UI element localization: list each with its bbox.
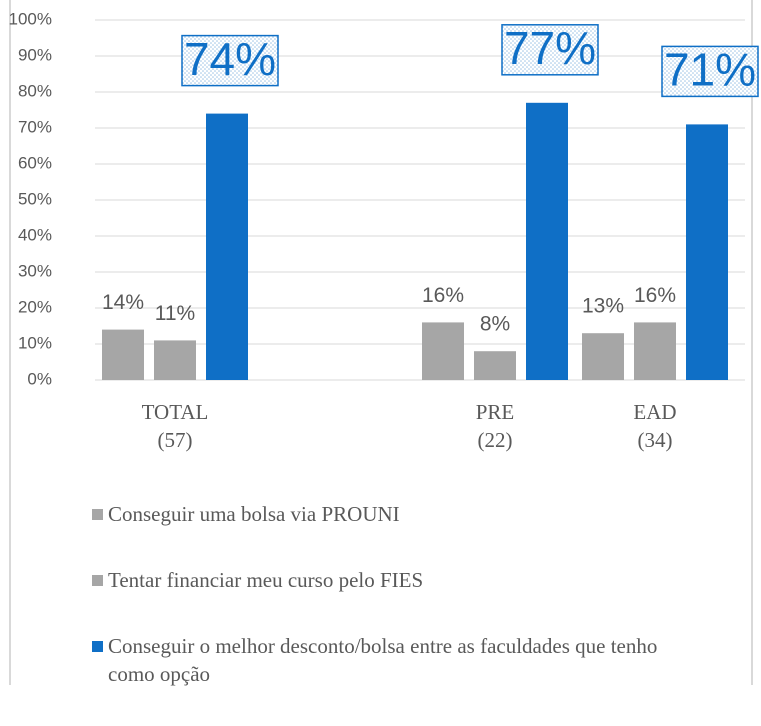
bar: [102, 329, 144, 380]
x-tick-label: PRE (22): [475, 400, 515, 452]
value-label: 14%: [102, 291, 144, 314]
bar: [206, 113, 248, 380]
y-tick-label: 40%: [18, 225, 52, 244]
legend-item: Conseguir o melhor desconto/bolsa entre …: [92, 632, 692, 688]
legend-label: Tentar financiar meu curso pelo FIES: [108, 568, 424, 592]
label-box: [181, 34, 279, 87]
value-label: 13%: [582, 295, 624, 318]
y-tick-label: 80%: [18, 81, 52, 100]
bar: [634, 322, 676, 380]
legend-swatch: [92, 575, 103, 586]
label-box: [661, 45, 759, 98]
legend-label: Conseguir o melhor desconto/bolsa entre …: [108, 634, 658, 686]
y-tick-label: 0%: [27, 369, 52, 388]
y-tick-label: 60%: [18, 153, 52, 172]
x-tick-label: TOTAL (57): [141, 400, 209, 452]
legend: Conseguir uma bolsa via PROUNI Tentar fin…: [92, 500, 692, 726]
y-tick-label: 50%: [18, 189, 52, 208]
chart: 0% 10% 20% 30% 40% 50% 60% 70% 80% 90% 100% 14% 11% 7…: [9, 0, 759, 685]
value-label-box: 77%: [501, 22, 599, 76]
x-tick-label: EAD (34): [633, 400, 677, 452]
legend-item: Tentar financiar meu curso pelo FIES: [92, 566, 692, 594]
bar: [422, 322, 464, 380]
y-tick-label: 10%: [18, 333, 52, 352]
bar: [474, 351, 516, 380]
value-label: 8%: [480, 313, 510, 336]
bar: [526, 102, 568, 381]
legend-item: Conseguir uma bolsa via PROUNI: [92, 500, 692, 528]
legend-swatch: [92, 509, 103, 520]
value-label: 11%: [155, 302, 195, 325]
y-tick-label: 100%: [9, 9, 52, 28]
page: {"chart_data": {"type": "bar", "categori…: [8, 0, 759, 686]
value-label: 71%: [664, 44, 756, 96]
value-label: 74%: [184, 33, 276, 85]
value-label: 77%: [504, 22, 596, 74]
bar: [154, 340, 196, 380]
bar: [582, 333, 624, 380]
y-tick-label: 70%: [18, 117, 52, 136]
value-label: 16%: [634, 284, 676, 307]
legend-swatch: [92, 641, 103, 652]
y-tick-label: 90%: [18, 45, 52, 64]
y-tick-label: 30%: [18, 261, 52, 280]
value-label-box: 74%: [181, 33, 279, 87]
label-box: [501, 24, 599, 76]
bar: [686, 124, 728, 381]
value-label-box: 71%: [661, 44, 759, 98]
legend-label: Conseguir uma bolsa via PROUNI: [108, 502, 400, 526]
value-label: 16%: [422, 284, 464, 307]
y-tick-label: 20%: [18, 297, 52, 316]
